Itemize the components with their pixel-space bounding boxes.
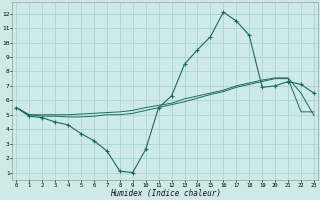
- X-axis label: Humidex (Indice chaleur): Humidex (Indice chaleur): [109, 189, 220, 198]
